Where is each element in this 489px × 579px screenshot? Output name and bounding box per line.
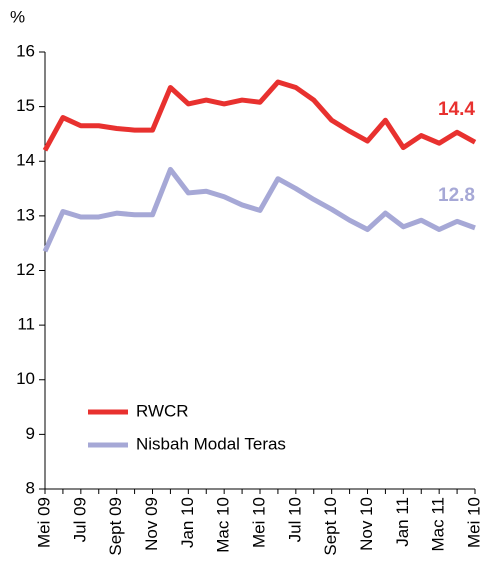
series-line xyxy=(42,166,476,253)
end-value-label: 14.4 xyxy=(438,99,475,120)
x-tick-label: Jan 11 xyxy=(393,497,412,547)
x-tick-label: Nov 09 xyxy=(142,497,161,551)
y-tick-label: 10 xyxy=(16,369,35,388)
y-axis-label: % xyxy=(10,7,25,26)
y-tick-label: 11 xyxy=(17,315,35,334)
x-tick-label: Sept 10 xyxy=(321,497,340,556)
y-tick-label: 14 xyxy=(16,151,35,170)
x-tick-label: Jan 10 xyxy=(178,497,197,548)
y-tick-label: 12 xyxy=(16,260,35,279)
x-tick-label: Nov 10 xyxy=(357,497,376,551)
x-tick-label: Mei 10 xyxy=(249,497,268,548)
x-tick-label: Jul 10 xyxy=(285,497,304,542)
x-tick-label: Jul 09 xyxy=(70,497,89,542)
x-tick-label: Mei 09 xyxy=(34,497,53,548)
x-tick-label: Mac 11 xyxy=(429,497,448,552)
end-value-label: 12.8 xyxy=(438,185,475,206)
y-tick-label: 9 xyxy=(26,424,35,443)
x-tick-label: Sept 09 xyxy=(106,497,125,556)
x-tick-label: Mei 10 xyxy=(464,497,483,548)
legend-label: Nisbah Modal Teras xyxy=(136,434,286,453)
series-line xyxy=(42,79,477,152)
y-tick-label: 8 xyxy=(26,478,35,497)
legend-label: RWCR xyxy=(136,401,189,420)
x-tick-label: Mac 10 xyxy=(214,497,233,553)
y-tick-label: 16 xyxy=(16,41,35,60)
y-tick-label: 13 xyxy=(16,205,35,224)
y-tick-label: 15 xyxy=(16,96,35,115)
